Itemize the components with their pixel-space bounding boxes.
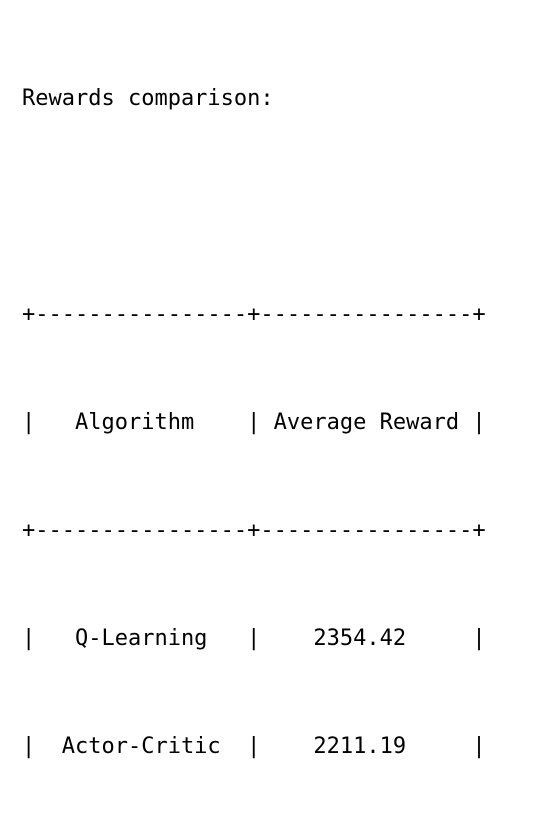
table-border-top: +----------------+----------------+	[22, 302, 486, 327]
table-border-mid: +----------------+----------------+	[22, 518, 486, 543]
table-header-row: | Algorithm | Average Reward |	[22, 410, 486, 435]
output-title: Rewards comparison:	[22, 86, 274, 111]
blank-line	[22, 189, 542, 225]
table-row: | Q-Learning | 2354.42 |	[22, 626, 486, 651]
table-row: | Actor-Critic | 2211.19 |	[22, 734, 486, 759]
console-output: Rewards comparison: +----------------+--…	[22, 9, 542, 824]
